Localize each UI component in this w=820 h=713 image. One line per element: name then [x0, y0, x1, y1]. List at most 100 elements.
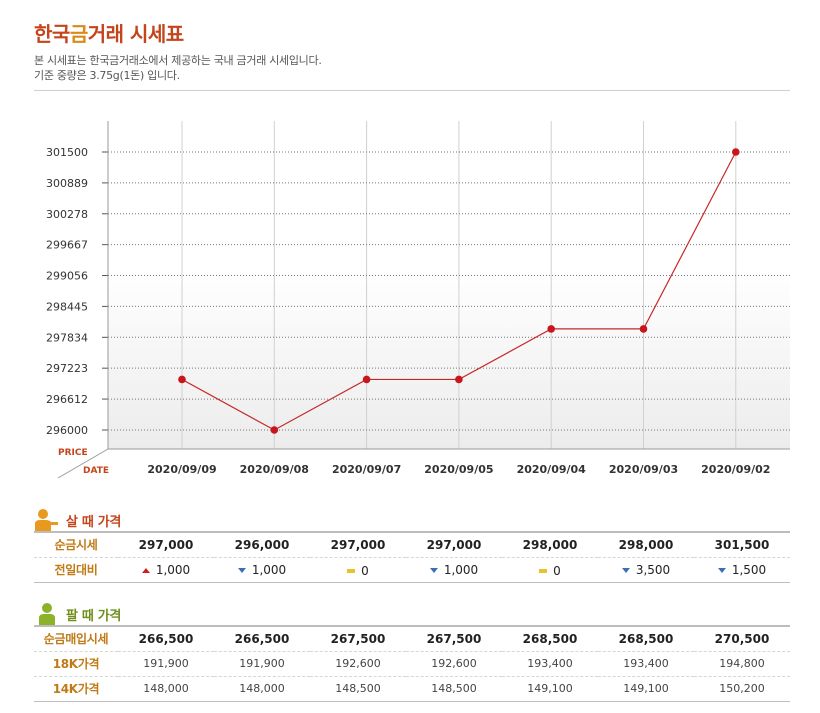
weight-note: 기준 중량은 3.75g(1돈) 입니다.: [34, 69, 180, 82]
price-cell: 191,900: [214, 651, 310, 677]
plot-area: [108, 121, 790, 449]
change-cell: 1,500: [694, 557, 790, 583]
price-cell: 298,000: [598, 531, 694, 558]
price-cell: 194,800: [694, 651, 790, 677]
change-amount: 1,000: [155, 563, 191, 578]
table-row: 순금매입시세 266,500 266,500 267,500 267,500 268,50…: [34, 625, 790, 652]
buy-section-title: 살 때 가격: [66, 514, 122, 530]
arrow-down-icon: [717, 567, 726, 573]
change-cell: 0: [502, 557, 598, 583]
divider: [34, 90, 790, 91]
arrow-down-icon: [429, 567, 438, 573]
x-tick-label: 2020/09/04: [517, 463, 587, 476]
price-cell: 270,500: [694, 625, 790, 652]
y-tick-label: 299056: [46, 270, 88, 283]
sell-price-table: 순금매입시세 266,500 266,500 267,500 267,500 268,50…: [34, 625, 790, 702]
y-axis-title: PRICE: [58, 448, 88, 458]
change-value: 0: [347, 564, 369, 578]
price-cell: 297,000: [118, 531, 214, 558]
data-point: [732, 148, 740, 156]
y-tick-label: 298445: [46, 300, 88, 313]
price-cell: 301,500: [694, 531, 790, 558]
price-cell: 298,000: [502, 531, 598, 558]
price-cell: 193,400: [598, 651, 694, 677]
data-point: [455, 375, 463, 384]
axis-corner-diagonal: [57, 448, 109, 479]
table-row: 18K가격 191,900 191,900 192,600 192,600 193,400…: [34, 651, 790, 677]
y-tick-label: 296612: [46, 393, 88, 406]
price-cell: 148,000: [214, 676, 310, 702]
x-tick-label: 2020/09/08: [240, 463, 309, 476]
sell-section-title: 팔 때 가격: [66, 608, 122, 624]
price-cell: 267,500: [310, 625, 406, 652]
table-row: 순금시세 297,000 296,000 297,000 297,000 298,000 2…: [34, 531, 790, 558]
change-cell: 1,000: [118, 557, 214, 583]
no-change-icon: [539, 568, 548, 573]
arrow-up-icon: [141, 567, 150, 573]
x-tick-label: 2020/09/03: [609, 463, 678, 476]
description-line: 본 시세표는 한국금거래소에서 제공하는 국내 금거래 시세입니다.: [34, 54, 322, 67]
price-cell: 268,500: [598, 625, 694, 652]
change-amount: 0: [361, 563, 369, 578]
change-value: 1,000: [237, 563, 287, 578]
data-point: [270, 426, 279, 434]
price-cell: 297,000: [406, 531, 502, 558]
price-cell: 193,400: [502, 651, 598, 677]
price-cell: 266,500: [118, 625, 214, 652]
arrow-down-icon: [237, 567, 246, 573]
data-point: [639, 325, 648, 333]
price-cell: 297,000: [310, 531, 406, 558]
page-title: 한국금거래 시세표: [34, 18, 184, 47]
change-cell: 3,500: [598, 557, 694, 583]
table-row: 전일대비 1,000 1,000 0 1,000 0 3,500 1,500: [34, 557, 790, 583]
change-cell: 0: [310, 557, 406, 583]
price-cell: 296,000: [214, 531, 310, 558]
title-accent: 금: [69, 22, 88, 46]
price-cell: 148,500: [310, 676, 406, 702]
price-cell: 192,600: [310, 651, 406, 677]
person-icon: [35, 509, 58, 531]
person-icon: [39, 603, 55, 625]
x-tick-label: 2020/09/07: [332, 463, 401, 476]
row-label: 순금매입시세: [34, 625, 118, 652]
x-tick-label: 2020/09/09: [147, 463, 216, 476]
x-tick-label: 2020/09/02: [701, 463, 770, 476]
change-amount: 1,500: [731, 563, 767, 578]
change-amount: 3,500: [635, 563, 671, 578]
price-cell: 148,000: [118, 676, 214, 702]
price-cell: 267,500: [406, 625, 502, 652]
y-tick-label: 300889: [46, 177, 88, 190]
change-value: 1,500: [717, 563, 767, 578]
y-tick-label: 296000: [46, 424, 88, 437]
title-part: 한국: [34, 22, 70, 46]
price-cell: 150,200: [694, 676, 790, 702]
buy-price-table: 순금시세 297,000 296,000 297,000 297,000 298,000 2…: [34, 531, 790, 583]
change-cell: 1,000: [406, 557, 502, 583]
data-point: [362, 375, 371, 384]
data-point: [547, 325, 555, 333]
y-tick-label: 299667: [46, 239, 88, 252]
table-row: 14K가격 148,000 148,000 148,500 148,500 149,100…: [34, 676, 790, 702]
y-tick-label: 301500: [46, 146, 88, 159]
price-cell: 268,500: [502, 625, 598, 652]
row-label: 18K가격: [34, 651, 118, 677]
arrow-down-icon: [621, 567, 630, 573]
change-value: 0: [539, 564, 561, 578]
change-value: 1,000: [429, 563, 479, 578]
sell-section-header: 팔 때 가격: [34, 602, 121, 626]
y-tick-label: 297223: [46, 362, 88, 375]
price-cell: 191,900: [118, 651, 214, 677]
change-amount: 1,000: [251, 563, 287, 578]
y-tick-label: 300278: [46, 208, 88, 221]
no-change-icon: [347, 568, 356, 573]
price-cell: 148,500: [406, 676, 502, 702]
change-cell: 1,000: [214, 557, 310, 583]
price-cell: 149,100: [598, 676, 694, 702]
row-label: 14K가격: [34, 676, 118, 702]
price-cell: 149,100: [502, 676, 598, 702]
data-point: [178, 375, 186, 384]
price-cell: 266,500: [214, 625, 310, 652]
change-amount: 1,000: [443, 563, 479, 578]
row-label: 순금시세: [34, 531, 118, 558]
price-cell: 192,600: [406, 651, 502, 677]
